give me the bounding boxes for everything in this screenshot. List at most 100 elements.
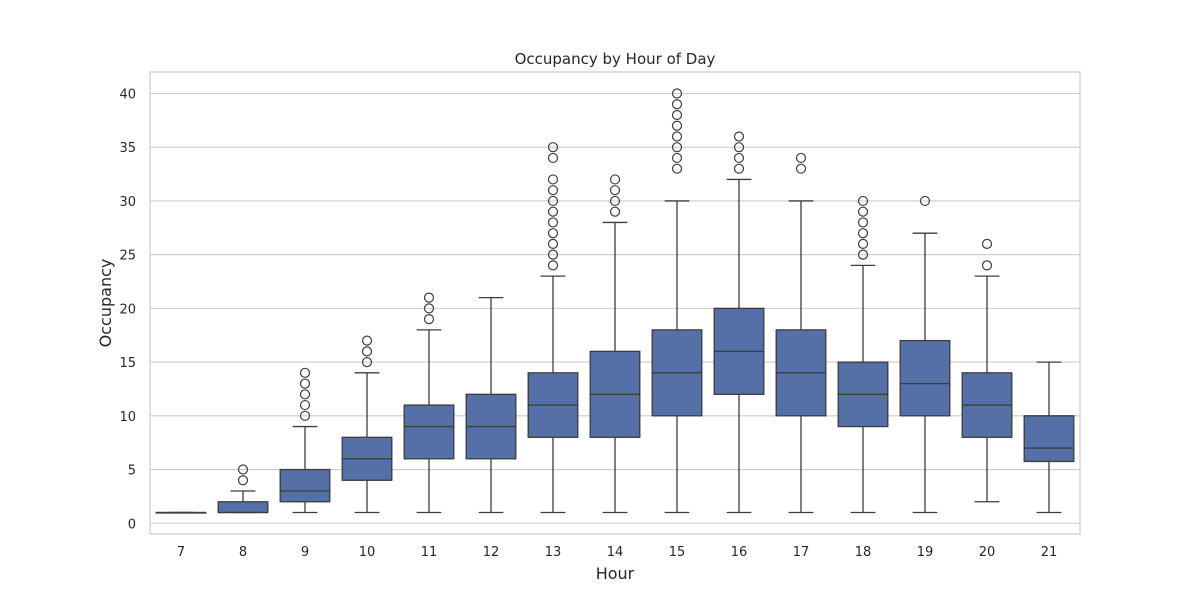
box-hour-21: [1023, 361, 1075, 514]
outlier-point: [857, 228, 869, 239]
outlier-point: [547, 152, 559, 164]
x-tick-label: 10: [359, 545, 376, 560]
x-tick-label: 8: [239, 545, 247, 560]
outlier-point: [609, 206, 621, 217]
y-tick-label: 40: [119, 87, 136, 102]
x-tick-label: 13: [545, 545, 562, 560]
y-tick-label: 35: [119, 141, 136, 156]
x-tick-label: 11: [421, 545, 438, 560]
outlier-point: [857, 217, 869, 228]
y-axis-label: Occupancy: [96, 259, 115, 348]
outlier-point: [671, 99, 683, 110]
outlier-point: [671, 142, 683, 153]
plot-frame: [149, 71, 1081, 535]
y-tick-label: 10: [119, 410, 136, 425]
y-tick-label: 0: [128, 517, 136, 532]
x-tick-label: 21: [1041, 545, 1058, 560]
box-hour-8: [217, 464, 269, 514]
outlier-point: [733, 131, 745, 142]
outlier-point: [671, 152, 683, 164]
box-hour-16: [713, 131, 765, 514]
x-tick-label: 17: [793, 545, 810, 560]
outlier-point: [671, 109, 683, 121]
outlier-point: [423, 314, 435, 325]
outlier-point: [423, 292, 435, 303]
x-tick-label: 9: [301, 545, 309, 560]
outlier-point: [795, 152, 807, 164]
box-hour-20: [961, 238, 1013, 503]
outlier-point: [671, 120, 683, 131]
outlier-point: [361, 346, 373, 357]
outlier-point: [857, 206, 869, 217]
outlier-point: [547, 195, 559, 207]
outlier-point: [981, 238, 993, 250]
x-tick-label: 16: [731, 545, 748, 560]
box-hour-12: [465, 296, 517, 514]
outlier-point: [733, 142, 745, 153]
outlier-point: [981, 260, 993, 271]
outlier-point: [423, 303, 435, 314]
x-tick-label: 20: [979, 545, 996, 560]
box-hour-10: [341, 335, 393, 514]
box-hour-17: [775, 152, 827, 514]
outlier-point: [237, 464, 249, 475]
outlier-point: [857, 195, 869, 207]
outlier-point: [299, 378, 311, 389]
outlier-point: [547, 260, 559, 271]
outlier-point: [609, 174, 621, 185]
outlier-point: [547, 228, 559, 239]
iqr-box: [899, 339, 951, 417]
outlier-point: [299, 410, 311, 421]
box-hour-11: [403, 292, 455, 514]
outlier-point: [609, 195, 621, 207]
box-plots: [155, 88, 1075, 514]
outlier-point: [547, 249, 559, 260]
y-tick-label: 30: [119, 195, 136, 210]
outlier-point: [671, 163, 683, 174]
iqr-box: [403, 404, 455, 460]
outlier-point: [547, 217, 559, 228]
x-tick-labels: 7 8 9 10 11 12 13 14 15 16 17 18 19 20 21: [177, 545, 1057, 560]
outlier-point: [857, 238, 869, 250]
outlier-point: [795, 163, 807, 174]
box-hour-15: [651, 88, 703, 514]
outlier-point: [361, 335, 373, 346]
y-tick-label: 20: [119, 302, 136, 317]
outlier-point: [547, 174, 559, 185]
y-tick-label: 25: [119, 249, 136, 264]
box-hour-13: [527, 142, 579, 514]
outlier-point: [671, 88, 683, 99]
outlier-point: [547, 142, 559, 153]
outlier-point: [547, 238, 559, 250]
x-tick-label: 19: [917, 545, 934, 560]
outlier-point: [733, 163, 745, 174]
box-hour-7: [155, 511, 207, 514]
x-tick-label: 14: [607, 545, 624, 560]
iqr-box: [217, 501, 269, 514]
iqr-box: [279, 468, 331, 503]
box-hour-18: [837, 195, 889, 514]
x-tick-label: 12: [483, 545, 500, 560]
outlier-point: [299, 389, 311, 400]
y-tick-label: 5: [128, 464, 136, 479]
outlier-point: [547, 185, 559, 196]
outlier-point: [919, 195, 931, 207]
x-axis-label: Hour: [596, 564, 635, 583]
chart-title: Occupancy by Hour of Day: [515, 50, 716, 68]
x-tick-label: 18: [855, 545, 872, 560]
outlier-point: [671, 131, 683, 142]
outlier-point: [361, 356, 373, 368]
box-hour-19: [899, 195, 951, 514]
y-tick-label: 15: [119, 356, 136, 371]
x-tick-label: 7: [177, 545, 185, 560]
outlier-point: [237, 475, 249, 486]
outlier-point: [609, 185, 621, 196]
box-hour-14: [589, 174, 641, 514]
outlier-point: [299, 367, 311, 378]
iqr-box: [1023, 415, 1075, 463]
outlier-point: [547, 206, 559, 217]
outlier-point: [857, 249, 869, 260]
box-hour-9: [279, 367, 331, 514]
outlier-point: [299, 399, 311, 411]
